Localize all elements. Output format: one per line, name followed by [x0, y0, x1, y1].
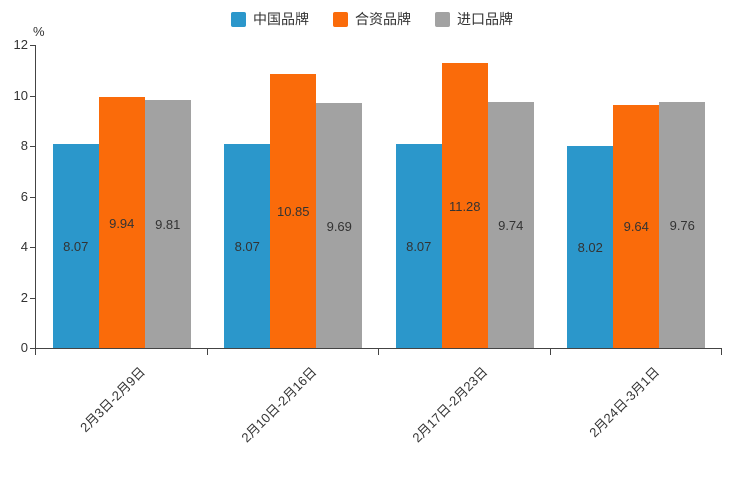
- y-tick-mark: [30, 95, 35, 97]
- bar-series-1-group-0: 9.94: [98, 97, 145, 348]
- bar-series-0-group-2: 8.07: [395, 144, 442, 348]
- bar-group-0: 8.07 9.94 9.81: [36, 45, 208, 348]
- bar-value-label: 9.81: [155, 217, 181, 233]
- bar-value-label: 9.69: [326, 218, 352, 234]
- x-axis-label-2: 2月17日-2月23日: [409, 364, 491, 446]
- y-tick-label: 2: [20, 289, 28, 305]
- bar-series-2-group-3: 9.76: [659, 101, 706, 348]
- y-tick-label: 10: [13, 87, 28, 103]
- legend-item-2[interactable]: 进口品牌: [435, 9, 513, 29]
- legend-label: 合资品牌: [355, 11, 411, 27]
- bar-group-2: 8.07 11.28 9.74: [379, 45, 551, 348]
- bar-value-label: 9.76: [669, 217, 695, 233]
- y-axis-unit-label: %: [33, 24, 45, 39]
- x-tick-mark: [206, 349, 208, 355]
- y-tick-label: 4: [20, 239, 28, 254]
- legend-item-0[interactable]: 中国品牌: [231, 9, 309, 29]
- plot-area: 8.07 9.94 9.81 8.07 10.85 9.69 8.07 11.28 9.74 8.…: [35, 45, 722, 349]
- bar-value-label: 8.07: [63, 239, 89, 255]
- y-tick-label: 8: [20, 138, 28, 153]
- y-tick-mark: [30, 45, 35, 46]
- y-tick-label: 0: [20, 340, 28, 355]
- bar-series-1-group-3: 9.64: [613, 104, 660, 348]
- x-tick-mark: [721, 349, 722, 355]
- bar-value-label: 10.85: [276, 204, 310, 220]
- legend: 中国品牌 合资品牌 进口品牌: [0, 9, 744, 29]
- bar-series-0-group-1: 8.07: [224, 144, 271, 348]
- x-tick-mark: [549, 349, 551, 355]
- bar-value-label: 8.07: [406, 239, 432, 255]
- y-tick-label: 12: [13, 37, 28, 52]
- y-tick-mark: [30, 297, 35, 299]
- bar-series-0-group-3: 8.02: [567, 145, 614, 348]
- legend-item-1[interactable]: 合资品牌: [333, 9, 411, 29]
- bar-series-2-group-2: 9.74: [487, 102, 534, 348]
- legend-swatch-icon: [333, 11, 348, 27]
- bar-value-label: 11.28: [448, 198, 481, 214]
- bar-group-3: 8.02 9.64 9.76: [551, 45, 723, 348]
- x-axis-label-0: 2月3日-2月9日: [76, 364, 148, 436]
- x-axis-label-1: 2月10日-2月16日: [237, 364, 319, 446]
- x-tick-mark: [378, 349, 379, 355]
- bar-value-label: 9.74: [498, 218, 524, 234]
- bar-group-1: 8.07 10.85 9.69: [208, 45, 380, 348]
- bar-value-label: 9.94: [109, 215, 135, 231]
- x-axis-label-3: 2月24日-3月1日: [585, 364, 662, 441]
- bar-series-1-group-1: 10.85: [270, 74, 317, 348]
- y-tick-mark: [30, 247, 35, 248]
- legend-swatch-icon: [231, 11, 246, 27]
- legend-label: 中国品牌: [253, 11, 309, 27]
- bar-series-1-group-2: 11.28: [441, 63, 488, 348]
- bar-value-label: 9.64: [623, 219, 649, 235]
- bar-series-2-group-1: 9.69: [316, 103, 363, 348]
- x-tick-mark: [35, 349, 36, 355]
- bar-series-2-group-0: 9.81: [144, 100, 191, 348]
- bar-series-0-group-0: 8.07: [52, 144, 99, 348]
- legend-label: 进口品牌: [457, 11, 513, 27]
- bar-value-label: 8.02: [577, 239, 603, 255]
- y-tick-mark: [30, 348, 35, 349]
- legend-swatch-icon: [435, 11, 450, 27]
- y-tick-mark: [30, 146, 35, 147]
- y-tick-mark: [30, 196, 35, 198]
- y-tick-label: 6: [20, 188, 28, 204]
- bar-value-label: 8.07: [234, 239, 260, 255]
